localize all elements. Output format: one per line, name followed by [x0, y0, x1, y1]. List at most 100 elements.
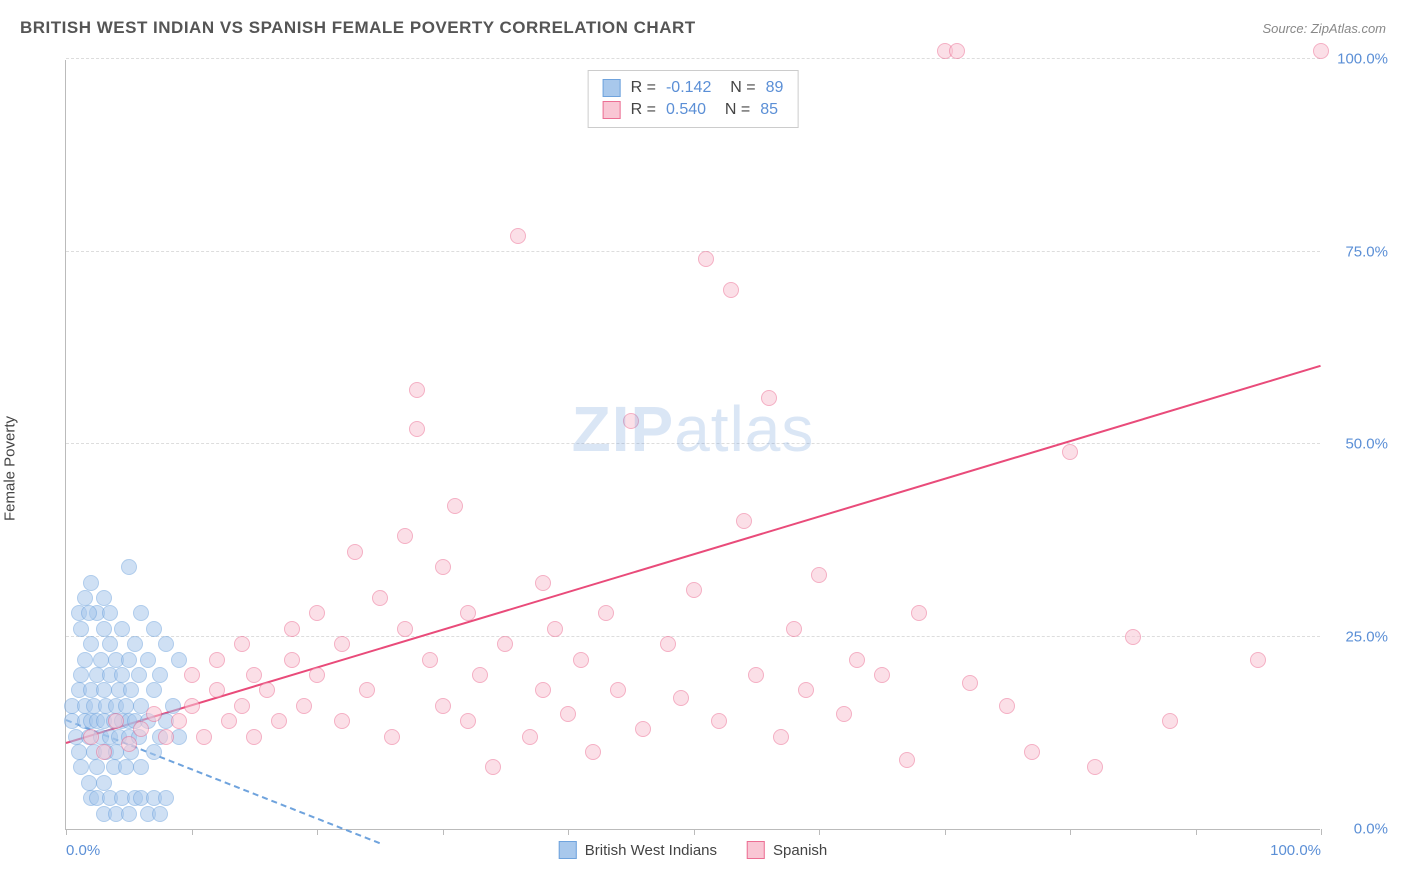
data-point-pink — [397, 528, 413, 544]
data-point-pink — [221, 713, 237, 729]
x-tick — [819, 829, 820, 835]
x-tick — [1321, 829, 1322, 835]
data-point-pink — [133, 721, 149, 737]
data-point-blue — [121, 559, 137, 575]
data-point-pink — [522, 729, 538, 745]
data-point-pink — [397, 621, 413, 637]
data-point-pink — [347, 544, 363, 560]
data-point-pink — [271, 713, 287, 729]
data-point-blue — [131, 667, 147, 683]
data-point-blue — [96, 775, 112, 791]
x-tick — [1196, 829, 1197, 835]
data-point-pink — [485, 759, 501, 775]
data-point-pink — [598, 605, 614, 621]
data-point-blue — [93, 652, 109, 668]
data-point-pink — [736, 513, 752, 529]
data-point-blue — [71, 744, 87, 760]
legend-item-pink: Spanish — [747, 841, 827, 859]
data-point-pink — [962, 675, 978, 691]
data-point-pink — [409, 421, 425, 437]
data-point-blue — [73, 667, 89, 683]
legend: British West Indians Spanish — [559, 841, 828, 859]
data-point-pink — [911, 605, 927, 621]
data-point-pink — [409, 382, 425, 398]
data-point-pink — [460, 713, 476, 729]
data-point-blue — [146, 621, 162, 637]
data-point-pink — [284, 652, 300, 668]
data-point-pink — [460, 605, 476, 621]
y-tick-label: 50.0% — [1328, 436, 1388, 453]
data-point-blue — [165, 698, 181, 714]
data-point-blue — [102, 605, 118, 621]
stat-n-value-pink: 85 — [760, 101, 778, 119]
data-point-pink — [309, 605, 325, 621]
watermark-atlas: atlas — [674, 393, 814, 465]
data-point-pink — [372, 590, 388, 606]
stat-n-value-blue: 89 — [766, 79, 784, 97]
data-point-blue — [83, 575, 99, 591]
data-point-pink — [874, 667, 890, 683]
data-point-pink — [146, 706, 162, 722]
legend-label-pink: Spanish — [773, 842, 827, 859]
data-point-pink — [748, 667, 764, 683]
chart-container: Female Poverty ZIPatlas R = -0.142 N = 8… — [20, 50, 1386, 870]
data-point-blue — [118, 759, 134, 775]
data-point-pink — [560, 706, 576, 722]
data-point-pink — [849, 652, 865, 668]
data-point-pink — [1087, 759, 1103, 775]
data-point-pink — [158, 729, 174, 745]
data-point-blue — [146, 682, 162, 698]
data-point-blue — [158, 636, 174, 652]
data-point-blue — [89, 759, 105, 775]
data-point-pink — [711, 713, 727, 729]
data-point-pink — [899, 752, 915, 768]
y-tick-label: 25.0% — [1328, 628, 1388, 645]
data-point-pink — [435, 698, 451, 714]
data-point-blue — [73, 759, 89, 775]
trend-line-pink — [66, 365, 1322, 744]
data-point-blue — [121, 652, 137, 668]
data-point-pink — [1125, 629, 1141, 645]
data-point-pink — [83, 729, 99, 745]
x-tick-label: 100.0% — [1270, 842, 1321, 859]
data-point-blue — [146, 744, 162, 760]
data-point-blue — [158, 790, 174, 806]
data-point-pink — [234, 636, 250, 652]
x-tick — [443, 829, 444, 835]
data-point-pink — [196, 729, 212, 745]
data-point-pink — [171, 713, 187, 729]
source-attribution: Source: ZipAtlas.com — [1262, 21, 1386, 36]
data-point-pink — [121, 736, 137, 752]
swatch-pink-icon — [747, 841, 765, 859]
data-point-pink — [811, 567, 827, 583]
x-tick — [694, 829, 695, 835]
data-point-pink — [334, 713, 350, 729]
data-point-pink — [384, 729, 400, 745]
x-tick-label: 0.0% — [66, 842, 100, 859]
data-point-pink — [999, 698, 1015, 714]
data-point-pink — [773, 729, 789, 745]
stat-r-label: R = — [631, 79, 656, 97]
data-point-pink — [1024, 744, 1040, 760]
legend-item-blue: British West Indians — [559, 841, 717, 859]
watermark-zip: ZIP — [572, 393, 675, 465]
legend-label-blue: British West Indians — [585, 842, 717, 859]
data-point-pink — [673, 690, 689, 706]
data-point-pink — [497, 636, 513, 652]
data-point-blue — [114, 667, 130, 683]
stat-r-value-pink: 0.540 — [666, 101, 706, 119]
data-point-pink — [435, 559, 451, 575]
data-point-pink — [246, 729, 262, 745]
data-point-pink — [761, 390, 777, 406]
data-point-pink — [1313, 43, 1329, 59]
data-point-pink — [209, 652, 225, 668]
x-tick — [192, 829, 193, 835]
swatch-pink-icon — [603, 101, 621, 119]
data-point-pink — [786, 621, 802, 637]
stat-n-label: N = — [716, 101, 750, 119]
data-point-pink — [246, 667, 262, 683]
data-point-blue — [152, 806, 168, 822]
chart-title: BRITISH WEST INDIAN VS SPANISH FEMALE PO… — [20, 18, 696, 38]
data-point-blue — [123, 682, 139, 698]
data-point-pink — [836, 706, 852, 722]
